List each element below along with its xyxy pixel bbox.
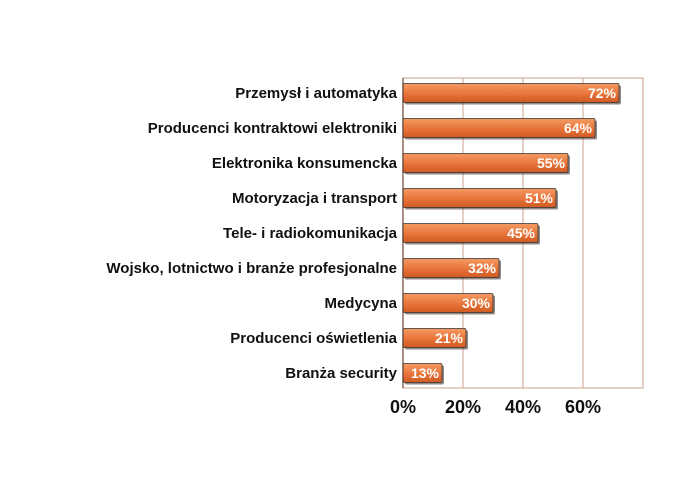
value-label: 30% bbox=[462, 295, 491, 311]
category-label: Producenci kontraktowi elektroniki bbox=[148, 120, 397, 137]
value-label: 51% bbox=[525, 190, 554, 206]
category-label: Elektronika konsumencka bbox=[212, 155, 398, 172]
x-tick-label: 0% bbox=[390, 397, 416, 417]
value-label: 45% bbox=[507, 225, 536, 241]
category-label: Wojsko, lotnictwo i branże profesjonalne bbox=[106, 260, 397, 277]
value-label: 21% bbox=[435, 330, 464, 346]
category-label: Branża security bbox=[285, 365, 397, 382]
bar bbox=[402, 118, 596, 138]
x-tick-label: 40% bbox=[505, 397, 541, 417]
category-label: Tele- i radiokomunikacja bbox=[223, 225, 398, 242]
category-label: Producenci oświetlenia bbox=[230, 330, 397, 347]
value-label: 32% bbox=[468, 260, 497, 276]
bar bbox=[402, 328, 467, 348]
value-label: 72% bbox=[588, 85, 617, 101]
bars bbox=[402, 83, 621, 385]
bar bbox=[402, 83, 620, 103]
bar bbox=[402, 258, 500, 278]
bar bbox=[402, 188, 557, 208]
bar bbox=[402, 293, 494, 313]
x-tick-label: 60% bbox=[565, 397, 601, 417]
value-label: 13% bbox=[411, 365, 440, 381]
bar bbox=[402, 153, 569, 173]
value-label: 64% bbox=[564, 120, 593, 136]
category-label: Medycyna bbox=[324, 295, 397, 312]
x-axis-ticks: 0% 20% 40% 60% bbox=[390, 397, 601, 417]
category-labels: Przemysł i automatyka Producenci kontrakt… bbox=[106, 85, 397, 382]
value-labels: 72% 64% 55% 51% 45% 32% 30% 21% 13% bbox=[411, 85, 617, 381]
x-tick-label: 20% bbox=[445, 397, 481, 417]
bar bbox=[402, 223, 539, 243]
category-label: Przemysł i automatyka bbox=[235, 85, 397, 102]
category-label: Motoryzacja i transport bbox=[232, 190, 397, 207]
bar bbox=[402, 363, 443, 383]
value-label: 55% bbox=[537, 155, 566, 171]
